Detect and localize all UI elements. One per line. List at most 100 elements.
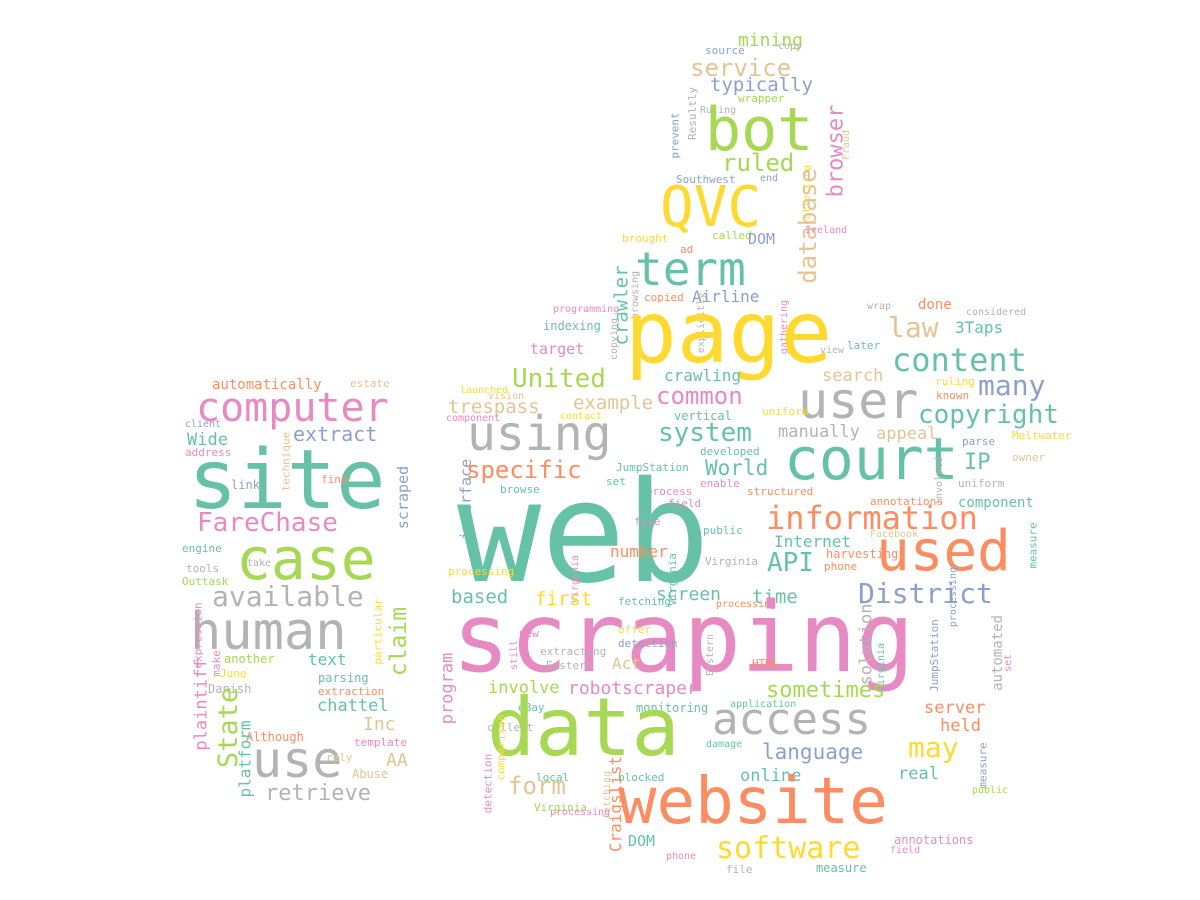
word: ruled	[722, 149, 795, 177]
word: template	[354, 736, 407, 749]
word: computer	[196, 385, 389, 431]
word: bot	[705, 95, 814, 165]
word: Virginia	[705, 555, 758, 568]
word: Airline	[692, 287, 760, 306]
word: application	[730, 699, 797, 710]
word: collect	[487, 721, 534, 734]
word: prevent	[668, 112, 682, 159]
word: crawling	[664, 366, 742, 385]
word: involve	[488, 678, 560, 698]
word: annotations	[894, 833, 974, 847]
word: called	[712, 229, 752, 242]
word: Although	[246, 730, 304, 744]
word: extract	[293, 422, 378, 446]
word: end	[760, 173, 779, 184]
word: browse	[500, 483, 540, 496]
word: automated	[989, 615, 1006, 691]
word: offer	[618, 623, 652, 636]
word: JumpStation	[927, 619, 941, 692]
word: field	[668, 497, 702, 510]
word: processing	[550, 807, 611, 818]
word: typically	[710, 74, 813, 96]
word: mining	[738, 30, 804, 51]
word: Southwest	[676, 173, 736, 186]
word: uniform	[762, 405, 809, 418]
word: extraction	[318, 685, 385, 698]
word: Internet	[774, 532, 852, 551]
word: text	[308, 650, 347, 669]
word: available	[212, 580, 364, 613]
word: DOM	[628, 832, 656, 850]
word: time	[752, 586, 798, 608]
word: page	[625, 283, 833, 383]
word: wrapper	[738, 92, 785, 105]
word: enable	[700, 477, 740, 490]
word: set	[1003, 653, 1015, 673]
word: case	[236, 525, 376, 593]
word: used	[876, 519, 1011, 584]
word: use	[252, 731, 343, 789]
word: Eastern	[705, 633, 717, 677]
word: DOM	[748, 230, 776, 248]
word: particular	[371, 598, 385, 665]
word: local	[536, 771, 570, 784]
word: QVC	[660, 175, 762, 240]
word: phone	[824, 560, 858, 573]
word: brought	[622, 232, 669, 245]
word: trespass	[448, 396, 540, 418]
word: Virginia	[534, 801, 587, 814]
word: service	[690, 54, 792, 82]
word: copied	[644, 291, 684, 304]
word: field	[890, 845, 921, 856]
word: launched	[460, 385, 509, 396]
word: may	[908, 731, 959, 764]
word: manually	[778, 422, 860, 442]
word: Resultly	[685, 87, 699, 140]
word: uniform	[958, 477, 1005, 490]
word: programming	[553, 304, 620, 315]
word: copying	[609, 317, 621, 361]
word: access	[712, 694, 871, 745]
word: comparison	[494, 714, 508, 781]
word: tools	[186, 562, 220, 575]
word: form	[508, 772, 566, 800]
word: scraped	[394, 465, 413, 530]
word: source	[705, 44, 745, 57]
word: Ruling	[700, 105, 737, 116]
word: plaintiff	[191, 658, 212, 751]
word: automatically	[212, 377, 322, 393]
word: fetching	[618, 595, 671, 608]
word: target	[530, 340, 585, 358]
word: term	[635, 242, 746, 296]
word: IP	[964, 450, 991, 475]
word: vision	[488, 391, 525, 402]
word: real	[898, 764, 939, 784]
word: process	[646, 485, 693, 498]
word: Ireland	[805, 225, 848, 236]
word: new	[519, 627, 539, 640]
word: still	[509, 639, 521, 671]
word: parsing	[318, 671, 369, 685]
word: appeal	[876, 424, 938, 444]
word: court	[784, 425, 959, 493]
word: structured	[747, 485, 814, 498]
word: robot	[568, 678, 623, 699]
word: number	[610, 542, 668, 561]
word: Eastern	[546, 659, 593, 672]
word: rely	[326, 751, 353, 764]
word: eBay	[518, 701, 545, 714]
word: file	[634, 515, 661, 528]
word: ruling	[935, 375, 975, 388]
word: claim	[386, 606, 413, 677]
word: Act	[612, 654, 641, 673]
word: client	[185, 419, 222, 430]
word: HTML	[752, 657, 779, 670]
word: law	[888, 311, 939, 344]
word: retrieve	[265, 781, 371, 806]
word: World	[705, 456, 769, 480]
word: another	[224, 652, 275, 666]
word: phone	[666, 851, 697, 862]
word: Craigslist	[606, 755, 626, 853]
word: held	[940, 716, 981, 736]
word: find	[321, 473, 348, 486]
